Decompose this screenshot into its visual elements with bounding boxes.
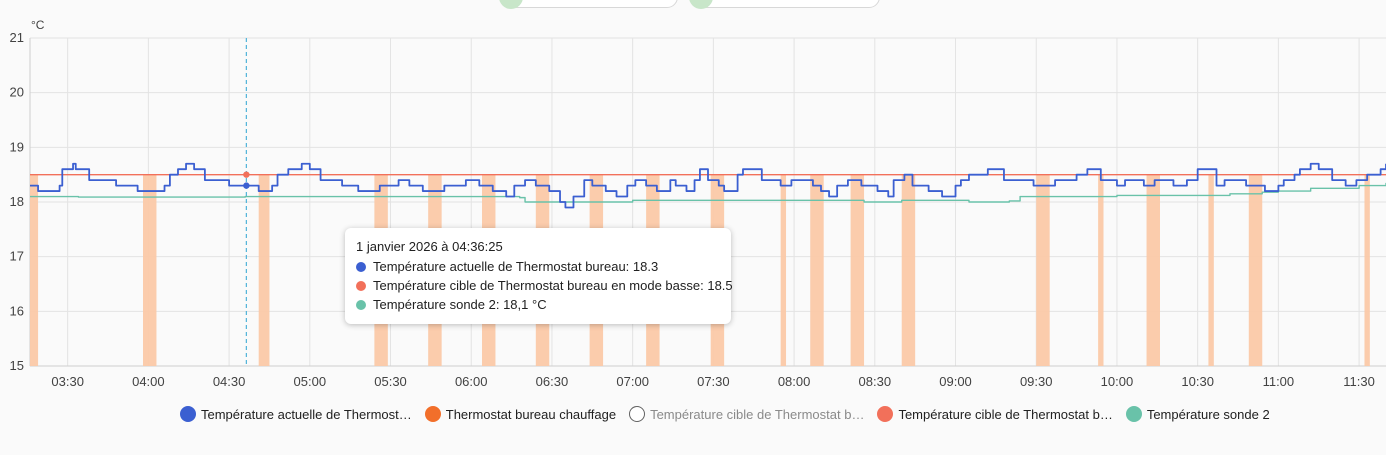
tooltip-row: Température cible de Thermostat bureau e…: [356, 276, 733, 295]
heating-period-bar: [1248, 174, 1263, 366]
x-tick-label: 09:00: [939, 374, 972, 389]
cursor-point: [243, 171, 250, 178]
legend-label: Température actuelle de Thermost…: [201, 406, 412, 422]
y-tick-label: 20: [10, 85, 24, 100]
chart-tooltip: 1 janvier 2026 à 04:36:25 Température ac…: [345, 228, 733, 324]
pill-indicator-icon: [499, 0, 523, 9]
legend-label: Température sonde 2: [1146, 406, 1270, 422]
heating-period-bar: [901, 174, 916, 366]
x-tick-label: 07:30: [697, 374, 730, 389]
heating-period-bar: [1364, 174, 1370, 366]
cursor-point: [243, 182, 250, 189]
tooltip-row-text: Température cible de Thermostat bureau e…: [373, 278, 733, 293]
heating-period-bar: [780, 174, 787, 366]
heating-period-bar: [1036, 174, 1050, 366]
x-tick-label: 10:00: [1101, 374, 1134, 389]
series-line: [30, 162, 1386, 209]
x-tick-label: 03:30: [51, 374, 84, 389]
heating-period-bar: [143, 174, 157, 366]
x-tick-label: 05:00: [294, 374, 327, 389]
heating-period-bar: [1208, 174, 1214, 366]
y-tick-label: 16: [10, 303, 24, 318]
y-tick-label: 19: [10, 139, 24, 154]
series-marker-icon: [356, 281, 366, 291]
series-marker-icon: [356, 300, 366, 310]
x-tick-label: 10:30: [1181, 374, 1214, 389]
pill-indicator-icon: [689, 0, 713, 9]
y-axis-unit: °C: [31, 18, 45, 32]
heating-period-bar: [850, 174, 865, 366]
legend-item-current-temperature[interactable]: Température actuelle de Thermost…: [180, 406, 412, 422]
temperature-chart[interactable]: 15 16 17 18 19 20 21 03:30 04:00 04:30 05:00 05:30…: [0, 0, 1386, 400]
x-tick-label: 07:00: [616, 374, 649, 389]
legend-item-probe-2[interactable]: Température sonde 2: [1125, 406, 1270, 422]
legend-item-heating[interactable]: Thermostat bureau chauffage: [424, 406, 617, 422]
x-tick-label: 11:00: [1263, 374, 1295, 389]
heating-period-bar: [810, 174, 824, 366]
legend-label: Thermostat bureau chauffage: [445, 406, 617, 422]
y-tick-label: 17: [10, 249, 24, 264]
legend-dot-icon: [180, 406, 196, 422]
heating-period-bar: [1146, 174, 1160, 366]
tooltip-row-text: Température sonde 2: 18,1 °C: [373, 297, 547, 312]
x-tick-label: 11:30: [1343, 374, 1375, 389]
series-marker-icon: [356, 262, 366, 272]
legend-label: Température cible de Thermostat b…: [650, 406, 865, 422]
legend-dot-icon: [877, 406, 894, 422]
x-tick-label: 06:30: [536, 374, 569, 389]
tooltip-row-text: Température actuelle de Thermostat burea…: [373, 259, 659, 274]
legend-label: Température cible de Thermostat b…: [898, 406, 1113, 422]
x-tick-label: 05:30: [374, 374, 407, 389]
x-tick-label: 04:30: [213, 374, 246, 389]
x-tick-label: 06:00: [455, 374, 488, 389]
chart-legend: Température actuelle de Thermost… Thermo…: [180, 403, 1283, 425]
y-tick-label: 15: [10, 358, 24, 373]
x-tick-label: 08:30: [859, 374, 892, 389]
y-tick-label: 21: [10, 30, 24, 45]
tooltip-row: Température actuelle de Thermostat burea…: [356, 257, 658, 276]
tooltip-timestamp: 1 janvier 2026 à 04:36:25: [356, 239, 503, 254]
heating-period-bar: [258, 174, 270, 366]
legend-dot-icon: [629, 406, 646, 422]
legend-dot-icon: [424, 406, 441, 422]
x-tick-label: 04:00: [132, 374, 165, 389]
legend-item-target-temperature-low[interactable]: Température cible de Thermostat b…: [877, 406, 1113, 422]
y-tick-label: 18: [10, 194, 24, 209]
legend-dot-icon: [1125, 406, 1142, 422]
tooltip-row: Température sonde 2: 18,1 °C: [356, 295, 547, 314]
x-tick-label: 08:00: [778, 374, 811, 389]
heating-period-bar: [30, 174, 39, 366]
legend-item-target-temperature-hidden[interactable]: Température cible de Thermostat b…: [629, 406, 864, 422]
x-tick-label: 09:30: [1020, 374, 1053, 389]
heating-period-bar: [1098, 174, 1104, 366]
